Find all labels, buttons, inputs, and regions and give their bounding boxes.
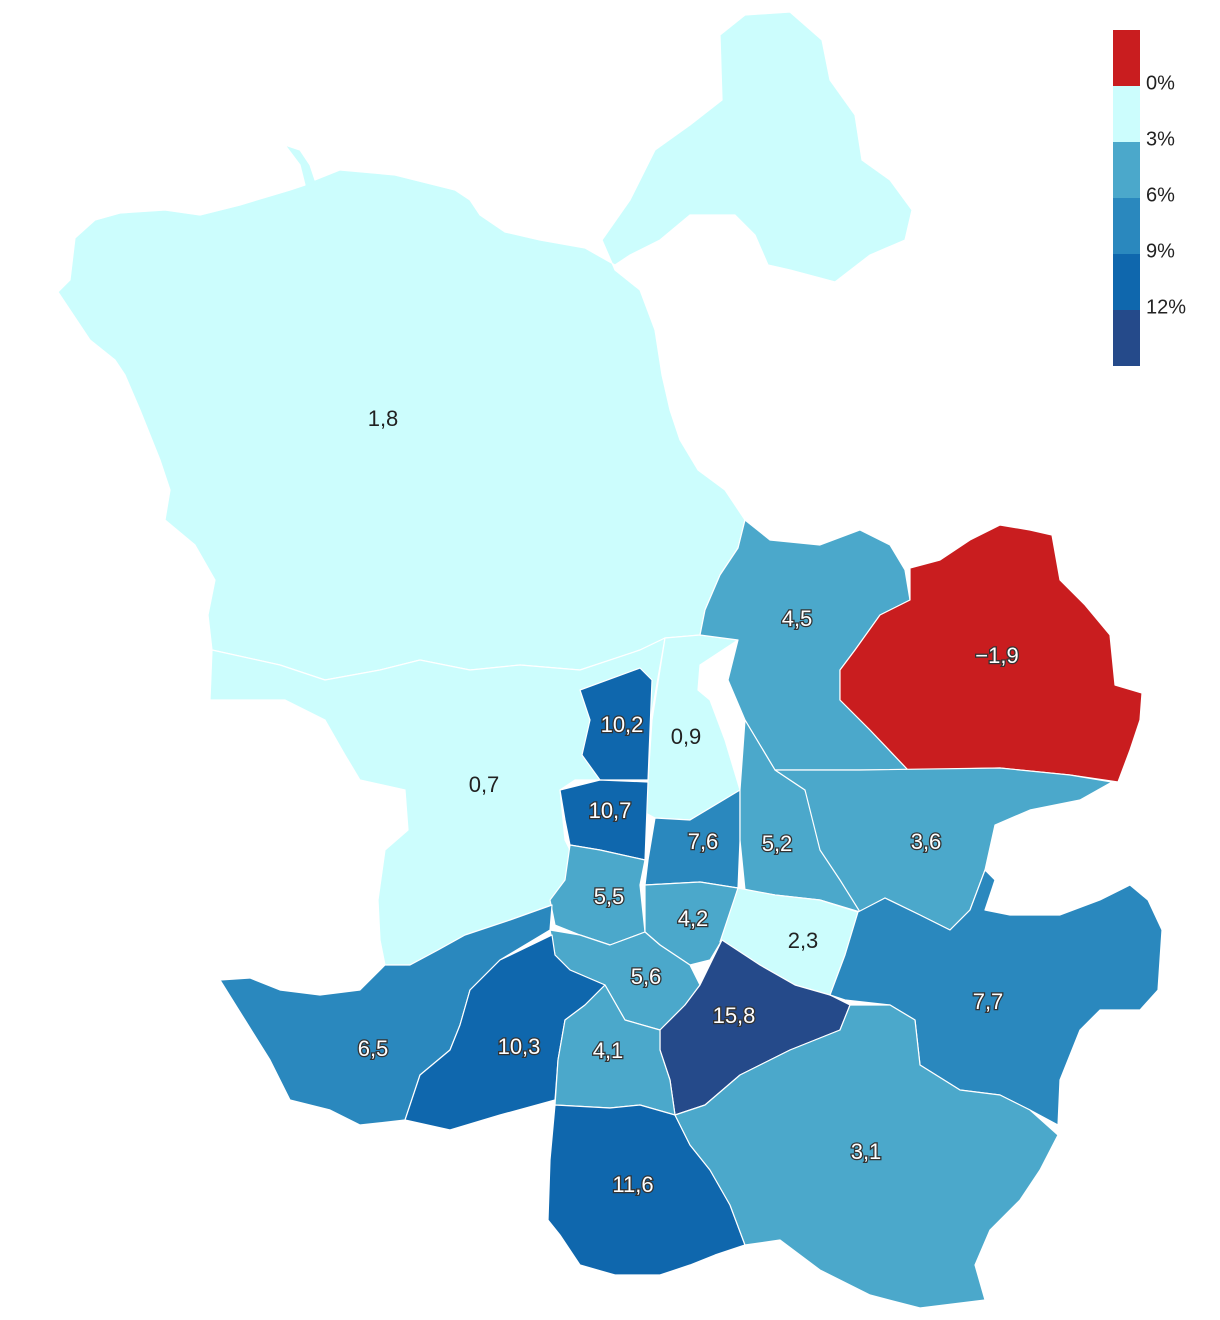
district-center-west-upper: [579, 667, 653, 781]
district-south: [547, 1104, 746, 1276]
district-value-label: −1,9: [975, 643, 1018, 668]
district-value-label: 10,7: [589, 798, 632, 823]
legend-swatch-negative: [1113, 30, 1140, 86]
district-value-label: 15,8: [713, 1003, 756, 1028]
district-value-label: 4,1: [593, 1038, 624, 1063]
legend-swatch-bin_12_plus: [1113, 310, 1140, 366]
legend-tick-label: 3%: [1146, 128, 1175, 150]
legend: 0% 3% 6% 9% 12%: [1113, 30, 1186, 366]
district-southeast: [674, 1004, 1059, 1309]
district-value-label: 5,5: [594, 884, 625, 909]
district-value-label: 11,6: [612, 1172, 653, 1197]
district-value-label: 1,8: [368, 406, 399, 431]
labels-layer: 1,8 0,7 0,9 10,2 10,7 4,5 −1,9 7,6 5,2 3,6 5,5 4,2 2…: [356, 406, 1020, 1198]
legend-tick-label: 0%: [1146, 72, 1175, 94]
district-southwest: [219, 904, 553, 1126]
district-value-label: 7,6: [688, 829, 719, 854]
district-value-label: 4,5: [782, 606, 813, 631]
district-value-label: 0,9: [671, 724, 702, 749]
district-value-label: 5,6: [631, 964, 662, 989]
legend-tick-label: 12%: [1146, 296, 1186, 318]
legend-swatch-bin_3_6: [1113, 142, 1140, 198]
legend-swatch-bin_6_9: [1113, 198, 1140, 254]
legend-swatch-bin_0_3: [1113, 86, 1140, 142]
district-value-label: 10,2: [601, 712, 644, 737]
district-far-northeast: [839, 524, 1143, 783]
district-value-label: 3,1: [851, 1139, 882, 1164]
district-north-large: [57, 11, 913, 681]
district-value-label: 0,7: [469, 772, 500, 797]
district-value-label: 7,7: [973, 989, 1004, 1014]
legend-tick-label: 9%: [1146, 240, 1175, 262]
district-value-label: 3,6: [911, 829, 942, 854]
district-value-label: 4,2: [678, 906, 709, 931]
district-south-west-inner: [404, 934, 606, 1131]
district-value-label: 10,3: [498, 1034, 541, 1059]
district-value-label: 6,5: [358, 1036, 389, 1061]
district-value-label: 5,2: [762, 831, 793, 856]
district-value-label: 2,3: [788, 928, 819, 953]
legend-tick-label: 6%: [1146, 184, 1175, 206]
districts-layer: [57, 11, 1163, 1309]
legend-swatch-bin_9_12: [1113, 254, 1140, 310]
